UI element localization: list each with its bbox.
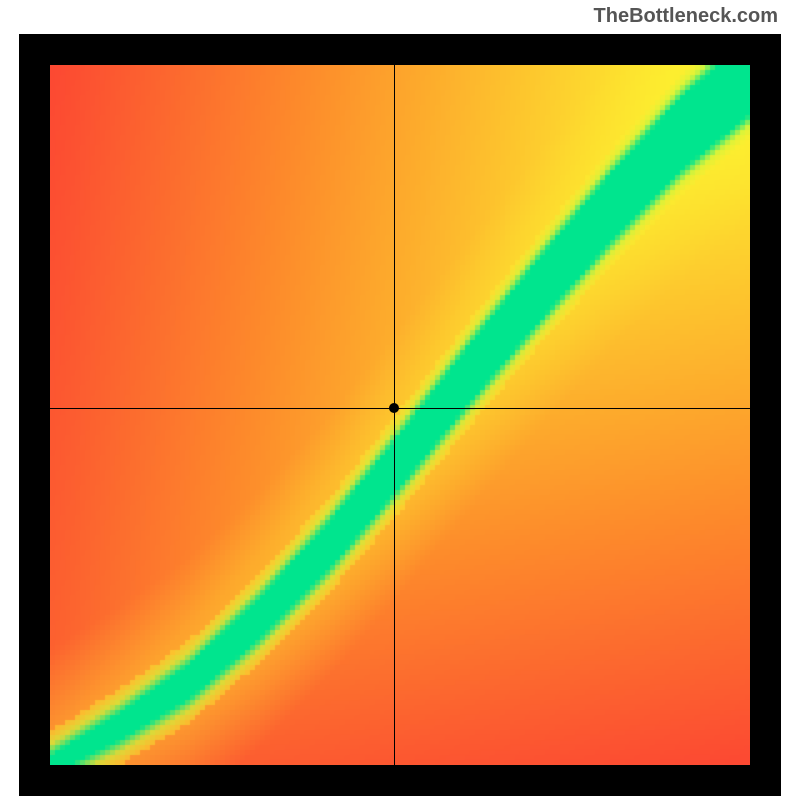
plot-area — [50, 65, 750, 765]
watermark-text: TheBottleneck.com — [594, 5, 778, 28]
heatmap-canvas — [50, 65, 750, 765]
crosshair-horizontal-line — [50, 408, 750, 409]
crosshair-marker-dot — [389, 403, 399, 413]
crosshair-vertical-line — [394, 65, 395, 765]
chart-container: TheBottleneck.com — [0, 0, 800, 800]
